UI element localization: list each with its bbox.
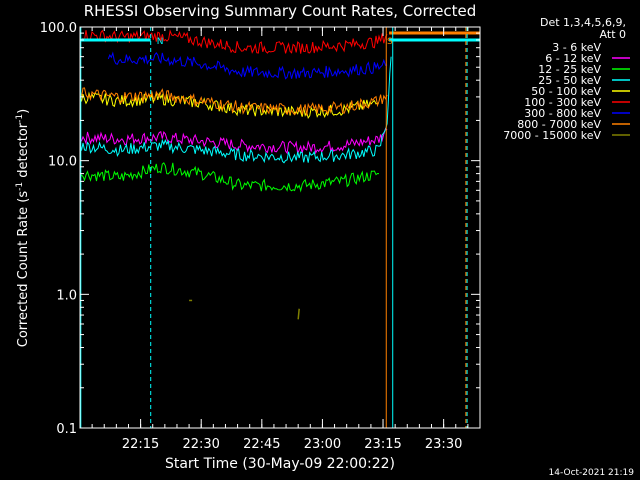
plot-area: N S 0.1 1.0 10.0 100.0 22:15 22:30 22:45 23:00 23:… xyxy=(40,21,481,452)
x-tick-label: 23:15 xyxy=(364,437,401,452)
legend-label: 7000 - 15000 keV xyxy=(503,129,601,142)
series-5 xyxy=(79,91,380,120)
legend-label: 12 - 25 keV xyxy=(538,63,601,76)
series-1 xyxy=(79,155,380,181)
series-7 xyxy=(107,51,388,80)
y-tick-label: 0.1 xyxy=(56,422,77,437)
annotation-label: S xyxy=(387,37,393,47)
series-6 xyxy=(79,29,388,54)
series-4 xyxy=(79,56,392,164)
series-2 xyxy=(79,127,388,156)
x-tick-label: 23:00 xyxy=(304,437,341,452)
series-line xyxy=(79,155,380,181)
series-line xyxy=(107,51,388,80)
x-tick-label: 23:30 xyxy=(425,437,462,452)
x-tick-label: 22:15 xyxy=(122,437,159,452)
y-tick-label: 10.0 xyxy=(48,155,77,170)
series-line xyxy=(79,29,388,54)
series-9 xyxy=(189,299,300,320)
y-tick-label: 100.0 xyxy=(40,21,77,36)
series-segment xyxy=(297,308,300,320)
legend-label: 50 - 100 keV xyxy=(531,85,601,98)
legend-header: Det 1,3,4,5,6,9, xyxy=(540,16,626,29)
x-tick-label: 22:30 xyxy=(182,437,219,452)
series-line xyxy=(79,87,388,116)
legend-label: 25 - 50 keV xyxy=(538,74,601,87)
series-line xyxy=(79,127,388,156)
legend-label: 300 - 800 keV xyxy=(524,107,601,120)
chart-title: RHESSI Observing Summary Count Rates, Co… xyxy=(84,2,477,20)
legend-label: 6 - 12 keV xyxy=(545,52,601,65)
x-tick-label: 22:45 xyxy=(243,437,280,452)
footer-date: 14-Oct-2021 21:19 xyxy=(549,468,635,478)
y-axis-label: Corrected Count Rate (s-1 detector-1) xyxy=(15,109,31,347)
series-8 xyxy=(79,87,388,116)
legend-label: 800 - 7000 keV xyxy=(517,118,601,131)
series-line xyxy=(79,91,380,120)
y-tick-label: 1.0 xyxy=(56,288,77,303)
legend-header: Att 0 xyxy=(600,28,626,41)
legend-label: 100 - 300 keV xyxy=(524,96,601,109)
series-3 xyxy=(79,162,380,193)
legend-label: 3 - 6 keV xyxy=(552,41,601,54)
series-line xyxy=(79,162,380,193)
x-axis-label: Start Time (30-May-09 22:00:22) xyxy=(165,456,395,472)
series-line xyxy=(79,56,392,164)
plot-frame xyxy=(79,26,481,429)
annotation-label: N xyxy=(157,37,164,47)
